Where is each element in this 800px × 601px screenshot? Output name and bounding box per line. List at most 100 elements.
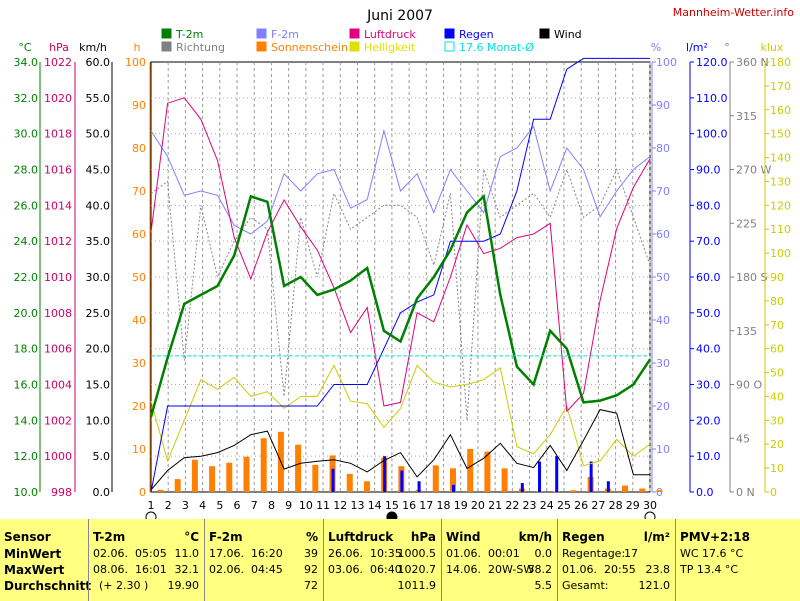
axis-header-rain: l/m² bbox=[686, 41, 708, 54]
legend-swatch bbox=[256, 28, 267, 39]
f2m-header: F-2m bbox=[209, 530, 243, 544]
rain-tick: 30.0 bbox=[696, 379, 721, 392]
site-link[interactable]: Mannheim-Wetter.info bbox=[673, 6, 795, 19]
sunshine-bar bbox=[501, 468, 508, 492]
axis-header-sun: h bbox=[134, 41, 141, 54]
day-label: 11 bbox=[316, 499, 330, 512]
humidity-tick: 60 bbox=[656, 228, 670, 241]
pressure-tick: 1008 bbox=[44, 307, 72, 320]
temperature-line bbox=[149, 193, 652, 418]
temp-tick: 26.0 bbox=[14, 199, 39, 212]
pressure-line bbox=[150, 97, 651, 413]
sun-tick: 30 bbox=[132, 357, 146, 370]
rain-tick: 90.0 bbox=[696, 164, 721, 177]
sunshine-bar bbox=[312, 464, 319, 492]
legend-swatch bbox=[349, 28, 360, 39]
f2m-max-value: 92 bbox=[304, 563, 318, 576]
wind-tick: 10.0 bbox=[86, 414, 111, 427]
sunshine-bar bbox=[484, 451, 491, 492]
legend-label: Helligkeit bbox=[364, 41, 416, 54]
regen-max-value: 23.8 bbox=[645, 563, 671, 576]
f2m-unit: % bbox=[305, 530, 318, 544]
druck-max-value: 1020.7 bbox=[397, 563, 437, 576]
rain-cumulative-line bbox=[150, 57, 650, 493]
druck-min-value: 1000.5 bbox=[397, 547, 437, 560]
light-tick: 0 bbox=[770, 486, 777, 499]
pressure-tick: 1020 bbox=[44, 92, 72, 105]
day-label: 27 bbox=[591, 499, 605, 512]
legend-label: Sonnenschein bbox=[271, 41, 348, 54]
day-label: 4 bbox=[199, 499, 206, 512]
chart-grid bbox=[150, 61, 651, 493]
weather-chart: °C hPa km/h h% l/m² ° klux34.032.030.028.026.0… bbox=[14, 6, 795, 519]
day-label: 28 bbox=[609, 499, 623, 512]
druck-min-time: 10:35 bbox=[370, 547, 402, 560]
humidity-tick: 0 bbox=[656, 486, 663, 499]
t2m-avg-delta: (+ 2.30 ) bbox=[99, 579, 149, 592]
moon-full-icon bbox=[145, 511, 157, 519]
druck-avg-value: 1011.9 bbox=[397, 579, 437, 592]
light-tick: 30 bbox=[770, 414, 784, 427]
axis-header-humidity: % bbox=[651, 41, 661, 54]
rain-daily-bar bbox=[520, 483, 524, 492]
day-label: 26 bbox=[574, 499, 588, 512]
day-label: 24 bbox=[540, 499, 554, 512]
temp-tick: 34.0 bbox=[14, 56, 39, 69]
day-label: 22 bbox=[505, 499, 519, 512]
rain-tick: 40.0 bbox=[696, 343, 721, 356]
rain-daily-bar bbox=[555, 456, 559, 492]
footer-col-pmv: PMV+2:18 WC 17.6 °C TP 13.4 °C bbox=[676, 519, 800, 601]
t2m-avg-value: 19.90 bbox=[167, 579, 200, 592]
rain-tick: 10.0 bbox=[696, 450, 721, 463]
sun-tick: 50 bbox=[132, 271, 146, 284]
humidity-tick: 10 bbox=[656, 443, 670, 456]
legend-swatch bbox=[161, 28, 172, 39]
f2m-max-date: 02.06. bbox=[209, 563, 244, 576]
wind-min-date: 01.06. bbox=[446, 547, 481, 560]
legend-swatch bbox=[349, 41, 360, 52]
wind-tick: 25.0 bbox=[86, 307, 111, 320]
label-minwert: MinWert bbox=[4, 547, 62, 561]
legend-label: F-2m bbox=[271, 28, 299, 41]
regen-unit: l/m² bbox=[643, 530, 670, 544]
regen-header: Regen bbox=[562, 530, 605, 544]
druck-max-date: 03.06. bbox=[328, 563, 363, 576]
day-label: 23 bbox=[523, 499, 537, 512]
rain-tick: 120.0 bbox=[696, 56, 728, 69]
wind-min-value: 0.0 bbox=[534, 547, 553, 560]
day-label: 10 bbox=[299, 499, 313, 512]
light-tick: 40 bbox=[770, 390, 784, 403]
humidity-tick: 20 bbox=[656, 400, 670, 413]
legend-swatch bbox=[161, 41, 172, 52]
temp-tick: 32.0 bbox=[14, 92, 39, 105]
pressure-tick: 1022 bbox=[44, 56, 72, 69]
day-label: 6 bbox=[234, 499, 241, 512]
temp-tick: 28.0 bbox=[14, 164, 39, 177]
light-tick: 50 bbox=[770, 367, 784, 380]
humidity-tick: 100 bbox=[656, 56, 677, 69]
sun-tick: 40 bbox=[132, 314, 146, 327]
wind-min-time: 00:01 bbox=[488, 547, 520, 560]
plot-area bbox=[150, 61, 651, 493]
rain-daily-bar bbox=[383, 456, 387, 492]
temp-tick: 22.0 bbox=[14, 271, 39, 284]
day-label: 19 bbox=[454, 499, 468, 512]
chart-axes: °C hPa km/h h% l/m² ° klux34.032.030.028.026.0… bbox=[14, 41, 791, 519]
sun-tick: 20 bbox=[132, 400, 146, 413]
pressure-tick: 1000 bbox=[44, 450, 72, 463]
sunshine-bar bbox=[639, 488, 646, 492]
rain-tick: 50.0 bbox=[696, 307, 721, 320]
sunshine-bar bbox=[260, 438, 267, 492]
rain-daily-bar bbox=[417, 481, 421, 492]
t2m-max-date: 08.06. bbox=[93, 563, 128, 576]
pmv-header: PMV+2:18 bbox=[680, 530, 750, 544]
rain-tick: 100.0 bbox=[696, 128, 728, 141]
f2m-min-date: 17.06. bbox=[209, 547, 244, 560]
light-tick: 90 bbox=[770, 271, 784, 284]
druck-header: Luftdruck bbox=[328, 530, 394, 544]
sunshine-bar bbox=[209, 466, 216, 492]
f2m-avg-value: 72 bbox=[304, 579, 318, 592]
footer-col-druck: Luftdruck hPa 26.06. 10:35 1000.5 03.06. 06:… bbox=[324, 519, 440, 601]
day-label: 30 bbox=[643, 499, 657, 512]
temp-tick: 14.0 bbox=[14, 414, 39, 427]
